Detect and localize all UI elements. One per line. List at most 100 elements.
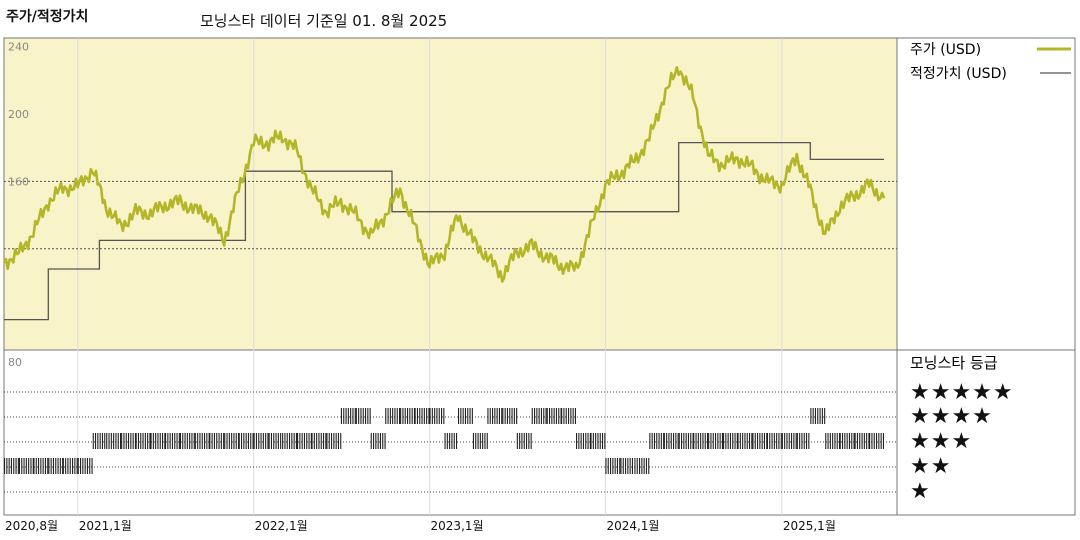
rating-bar: [208, 433, 210, 449]
rating-bar: [458, 408, 460, 424]
rating-bar: [291, 433, 293, 449]
rating-bar: [472, 433, 474, 449]
rating-bar: [231, 433, 233, 449]
rating-bar: [189, 433, 191, 449]
xtick-label: 2024,1월: [606, 519, 659, 533]
rating-bar: [781, 433, 783, 449]
rating-bar: [220, 433, 222, 449]
rating-bar: [536, 408, 538, 424]
rating-bar: [660, 433, 662, 449]
rating-bar: [839, 433, 841, 449]
rating-bar: [10, 458, 12, 474]
rating-bar: [97, 433, 99, 449]
rating-bar: [803, 433, 805, 449]
rating-bar: [878, 433, 880, 449]
rating-bar: [33, 458, 35, 474]
rating-bar: [604, 433, 606, 449]
rating-bar: [184, 433, 186, 449]
rating-bar: [179, 433, 181, 449]
y-axis-ticks: 240 200 160: [8, 40, 29, 188]
rating-bar: [132, 433, 134, 449]
rating-bar: [369, 408, 371, 424]
rating-bar: [38, 458, 40, 474]
rating-bar: [238, 433, 240, 449]
rating-bar: [218, 433, 220, 449]
rating-bar: [345, 408, 347, 424]
rating-bar: [258, 433, 260, 449]
rating-bar: [313, 433, 315, 449]
rating-bar: [365, 408, 367, 424]
rating-bar: [282, 433, 284, 449]
rating-bar: [289, 433, 291, 449]
rating-bar: [692, 433, 694, 449]
rating-bar: [504, 408, 506, 424]
rating-bar: [565, 408, 567, 424]
rating-bar: [464, 408, 466, 424]
rating-bar: [117, 433, 119, 449]
rating-bar: [568, 408, 570, 424]
rating-bar: [757, 433, 759, 449]
rating-bar: [159, 433, 161, 449]
rating-bar: [47, 458, 49, 474]
rating-bar: [17, 458, 19, 474]
rating-bar: [204, 433, 206, 449]
rating-bar: [844, 433, 846, 449]
rating-bar: [28, 458, 30, 474]
rating-bar: [791, 433, 793, 449]
rating-bar: [142, 433, 144, 449]
rating-bar: [832, 433, 834, 449]
rating-bar: [780, 433, 782, 449]
rating-bar: [555, 408, 557, 424]
rating-bar: [751, 433, 753, 449]
rating-bar: [602, 433, 604, 449]
rating-bar: [501, 408, 503, 424]
rating-bar: [310, 433, 312, 449]
rating-bar: [484, 433, 486, 449]
rating-bar: [286, 433, 288, 449]
rating-bar: [32, 458, 34, 474]
rating-bar: [620, 458, 622, 474]
rating-bar: [715, 433, 717, 449]
rating-bar: [482, 433, 484, 449]
rating-bar: [325, 433, 327, 449]
rating-bar: [538, 408, 540, 424]
rating-bar: [871, 433, 873, 449]
rating-level-1: ★: [910, 479, 931, 504]
rating-bar: [708, 433, 710, 449]
rating-bar: [389, 408, 391, 424]
rating-bar: [469, 408, 471, 424]
rating-bar: [827, 433, 829, 449]
rating-bar: [77, 458, 79, 474]
rating-bar: [592, 433, 594, 449]
rating-bar: [55, 458, 57, 474]
rating-bar: [193, 433, 195, 449]
rating-bar: [30, 458, 32, 474]
rating-bar: [74, 458, 76, 474]
rating-bar: [446, 433, 448, 449]
rating-bar: [531, 408, 533, 424]
xtick-label: 2025,1월: [783, 519, 836, 533]
rating-bar: [629, 458, 631, 474]
rating-bar: [197, 433, 199, 449]
rating-bar: [404, 408, 406, 424]
rating-bar: [191, 433, 193, 449]
rating-bar: [462, 408, 464, 424]
rating-bar: [766, 433, 768, 449]
rating-bar: [744, 433, 746, 449]
rating-bar: [663, 433, 665, 449]
rating-bar: [247, 433, 249, 449]
rating-bar: [656, 433, 658, 449]
rating-bar: [489, 408, 491, 424]
rating-bar: [868, 433, 870, 449]
rating-bar: [355, 408, 357, 424]
rating-bar: [578, 433, 580, 449]
rating-bar: [340, 408, 342, 424]
rating-bar: [373, 433, 375, 449]
rating-bar: [441, 408, 443, 424]
rating-bar: [725, 433, 727, 449]
rating-bar: [810, 408, 812, 424]
rating-level-5: ★★★★★: [910, 380, 1014, 405]
rating-bar: [354, 408, 356, 424]
rating-bar: [128, 433, 130, 449]
xtick-label: 2023,1월: [431, 519, 484, 533]
